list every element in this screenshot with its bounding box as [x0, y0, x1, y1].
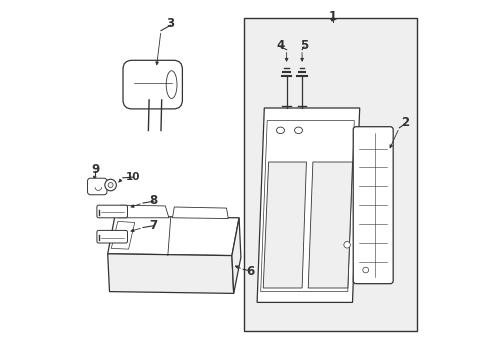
Ellipse shape — [166, 71, 177, 99]
Text: 8: 8 — [149, 194, 158, 207]
Text: 10: 10 — [125, 172, 140, 182]
Polygon shape — [231, 218, 241, 293]
FancyBboxPatch shape — [352, 127, 392, 284]
Ellipse shape — [276, 127, 284, 134]
Circle shape — [104, 179, 116, 191]
Circle shape — [362, 267, 368, 273]
FancyBboxPatch shape — [123, 60, 182, 109]
FancyBboxPatch shape — [87, 178, 107, 195]
Text: 9: 9 — [91, 163, 99, 176]
FancyBboxPatch shape — [97, 205, 127, 218]
Text: 6: 6 — [245, 265, 253, 278]
Text: 4: 4 — [276, 39, 284, 51]
Circle shape — [343, 242, 349, 248]
Text: 1: 1 — [328, 10, 336, 23]
Polygon shape — [307, 162, 352, 288]
Ellipse shape — [294, 127, 302, 134]
Polygon shape — [257, 108, 359, 302]
FancyBboxPatch shape — [97, 230, 127, 243]
Polygon shape — [263, 162, 306, 288]
Polygon shape — [111, 221, 134, 249]
Polygon shape — [118, 205, 168, 218]
Text: 7: 7 — [149, 219, 158, 231]
Text: 5: 5 — [299, 39, 307, 51]
Polygon shape — [172, 207, 228, 219]
Polygon shape — [107, 216, 239, 256]
Text: 3: 3 — [166, 17, 174, 30]
Text: 2: 2 — [400, 116, 408, 129]
Polygon shape — [107, 254, 233, 293]
Circle shape — [108, 183, 113, 188]
Bar — [244, 18, 416, 331]
